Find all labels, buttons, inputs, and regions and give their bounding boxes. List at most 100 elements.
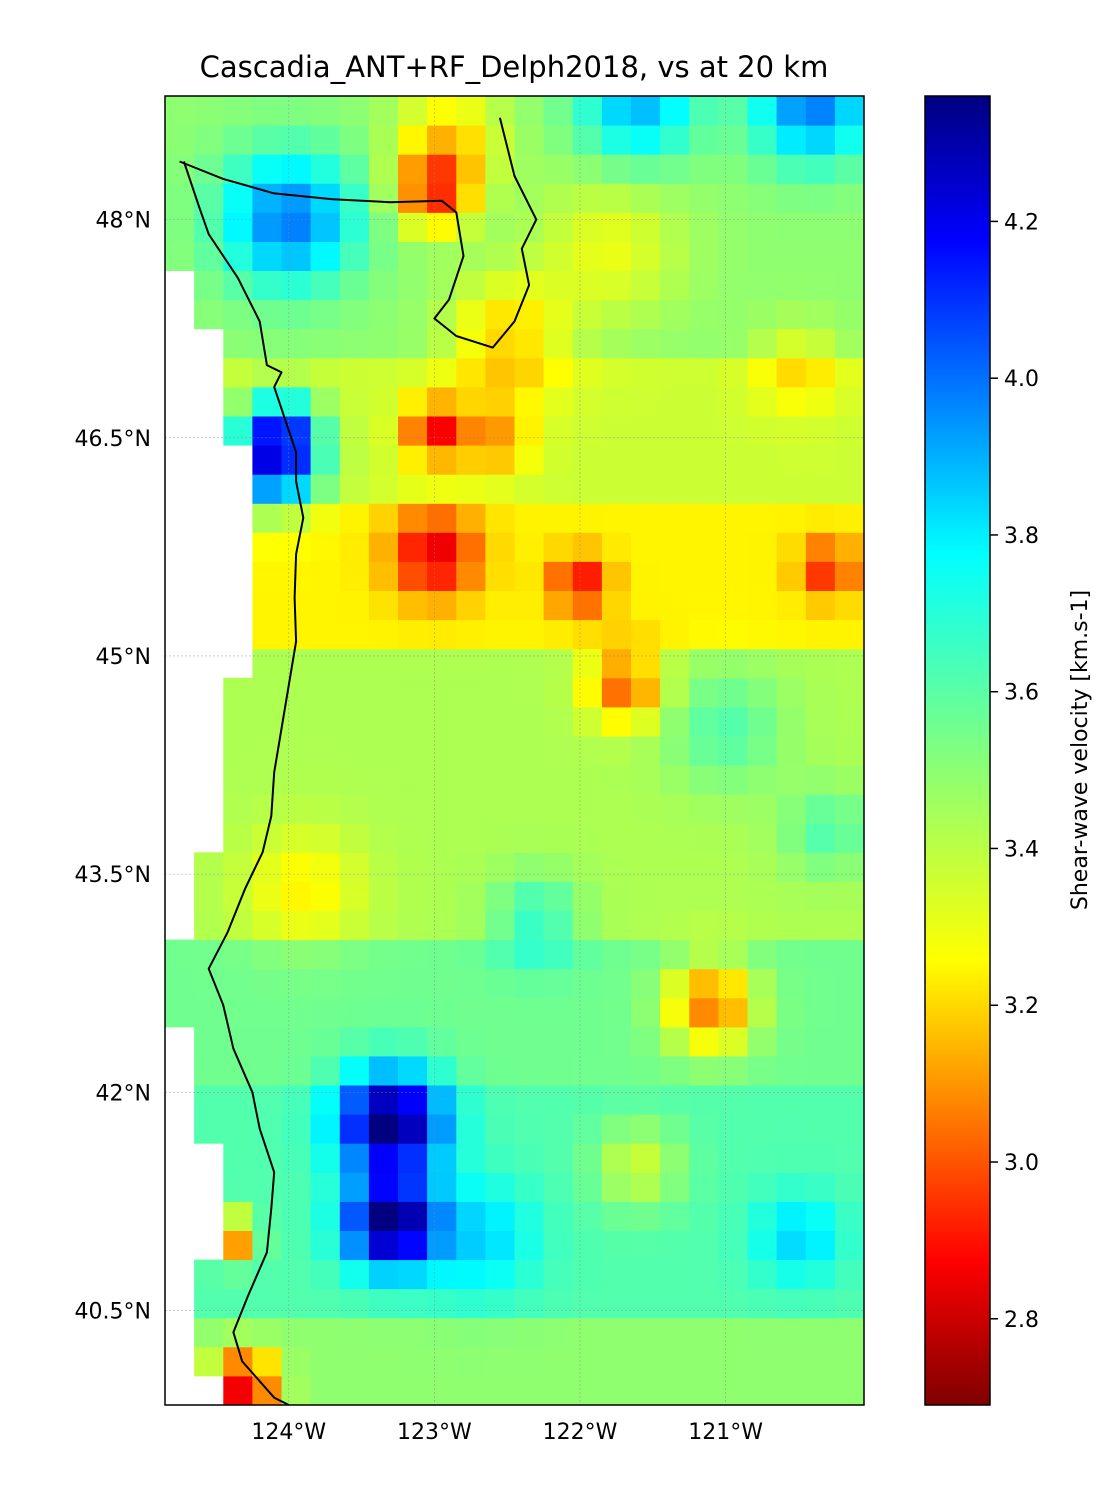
grid-cell [660,1375,690,1406]
grid-cell [660,1288,690,1319]
grid-cell [368,270,399,301]
grid-cell [660,125,690,155]
grid-cell [631,1375,661,1406]
grid-cell [281,1375,312,1406]
grid-cell [194,183,224,213]
grid-cell [660,1143,690,1173]
grid-cell [398,416,428,446]
grid-cell [456,997,486,1028]
grid-cell [834,997,865,1028]
grid-cell [805,1085,836,1115]
grid-cell [485,736,515,766]
grid-cell [398,1230,428,1261]
grid-cell [631,736,661,766]
grid-cell [601,1288,632,1319]
grid-cell [572,1172,603,1202]
grid-cell [368,1085,399,1115]
grid-cell [281,1288,312,1319]
grid-cell [689,677,719,708]
grid-cell [456,881,486,911]
grid-cell [718,1055,748,1086]
grid-cell [281,881,312,911]
grid-cell [427,1288,457,1319]
grid-cell [718,590,748,621]
grid-cell [485,561,515,591]
lon-tick-label: 122°W [543,1420,618,1445]
grid-cell [543,997,574,1028]
grid-cell [223,823,253,853]
grid-cell [747,1143,778,1173]
grid-cell [601,357,632,388]
grid-cell [747,125,778,155]
grid-cell [310,1230,341,1261]
grid-cell [660,1259,690,1290]
grid-cell [747,416,778,446]
grid-cell [514,1201,545,1231]
grid-cell [368,445,399,475]
grid-cell [398,881,428,911]
grid-cell [834,445,865,475]
grid-cell [310,852,341,882]
grid-cell [689,96,719,126]
grid-cell [427,357,457,388]
grid-cell [368,619,399,650]
grid-cell [485,823,515,853]
grid-cell [631,619,661,650]
grid-cell [485,794,515,824]
grid-cell [194,910,224,941]
grid-cell [660,183,690,213]
grid-cell [718,1259,748,1290]
grid-cell [223,1026,253,1057]
grid-cell [747,910,778,941]
grid-cell [514,823,545,853]
grid-cell [485,997,515,1028]
grid-cell [398,357,428,388]
grid-cell [514,532,545,562]
grid-cell [543,1026,574,1057]
grid-cell [223,765,253,795]
grid-cell [660,1026,690,1057]
grid-cell [252,212,282,242]
grid-cell [776,706,807,737]
lat-tick-label: 45°N [96,645,151,670]
grid-cell [601,706,632,737]
grid-cell [601,1085,632,1115]
grid-cell [310,968,341,999]
grid-cell [660,968,690,999]
grid-cell [543,241,574,271]
grid-cell [601,154,632,184]
grid-cell [805,241,836,271]
grid-cell [718,619,748,650]
grid-cell [398,532,428,562]
grid-cell [398,648,428,679]
grid-cell [339,590,370,621]
grid-cell [514,1172,545,1202]
grid-cell [660,445,690,475]
grid-cell [834,357,865,388]
grid-cell [834,1085,865,1115]
grid-cell [398,96,428,126]
grid-cell [339,561,370,591]
grid-cell [776,1375,807,1406]
grid-cell [514,1114,545,1144]
grid-cell [631,357,661,388]
grid-cell [601,1230,632,1261]
grid-cell [427,1055,457,1086]
grid-cell [805,1114,836,1144]
grid-cell [572,619,603,650]
grid-cell [223,270,253,301]
grid-cell [485,1259,515,1290]
grid-cell [427,474,457,504]
grid-cell [165,96,195,126]
grid-cell [310,125,341,155]
grid-cell [689,212,719,242]
grid-cell [252,852,282,882]
grid-cell [543,1085,574,1115]
grid-cell [281,270,312,301]
grid-cell [427,677,457,708]
grid-cell [194,270,224,301]
grid-cell [485,1201,515,1231]
grid-cell [427,736,457,766]
grid-cell [310,241,341,271]
grid-cell [543,706,574,737]
